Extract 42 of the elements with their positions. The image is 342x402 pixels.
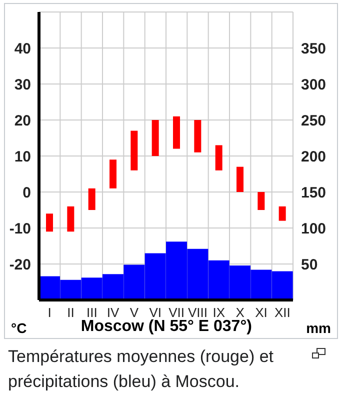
y2-tick-label: 300: [301, 76, 326, 94]
x-tick-label: III: [86, 305, 98, 320]
y-tick-label: 10: [14, 148, 31, 166]
y2-tick-label: 100: [301, 220, 326, 238]
bar: [258, 192, 265, 210]
bar: [130, 130, 138, 170]
bar: [278, 206, 286, 221]
y-tick-label: 0: [22, 184, 31, 202]
y-tick-label: 40: [14, 40, 31, 58]
text: Températures moyennes (rouge) et précipitations (bleu) à Moscou.: [8, 346, 275, 393]
y-tick-label: -10: [9, 220, 31, 238]
x-axis-title: Moscow (N 55° E 037°): [80, 318, 252, 336]
y-tick-label: 30: [14, 76, 31, 94]
x-tick-label: V: [130, 305, 139, 320]
bar: [194, 120, 202, 152]
x-tick-label: I: [48, 305, 52, 320]
x-tick-label: II: [67, 305, 74, 320]
x-tick-label: IX: [212, 305, 226, 320]
y2-tick-label: 150: [301, 184, 326, 202]
x-tick-label: VII: [168, 305, 185, 320]
y2-axis-title: mm: [306, 320, 331, 336]
y-tick-label: 20: [14, 112, 31, 130]
x-tick-label: IV: [106, 305, 120, 320]
y2-tick-label: 250: [301, 112, 326, 130]
y2-tick-label: 350: [301, 40, 326, 58]
bar: [215, 145, 222, 170]
x-tick-label: VIII: [188, 305, 208, 320]
y2-tick-label: 50: [301, 256, 318, 274]
x-tick-label: XII: [274, 305, 290, 320]
bar: [67, 206, 74, 232]
bar: [236, 166, 244, 192]
y-axis-title: °C: [11, 320, 27, 336]
bar: [152, 120, 159, 156]
y-tick-label: -20: [9, 256, 31, 274]
bar: [46, 214, 53, 232]
y2-tick-label: 200: [301, 148, 326, 166]
bar: [173, 116, 180, 149]
bar: [110, 160, 116, 188]
x-tick-label: VI: [149, 305, 162, 320]
bar: [88, 188, 96, 210]
x-tick-label: X: [236, 305, 245, 320]
x-tick-label: XI: [255, 305, 268, 320]
